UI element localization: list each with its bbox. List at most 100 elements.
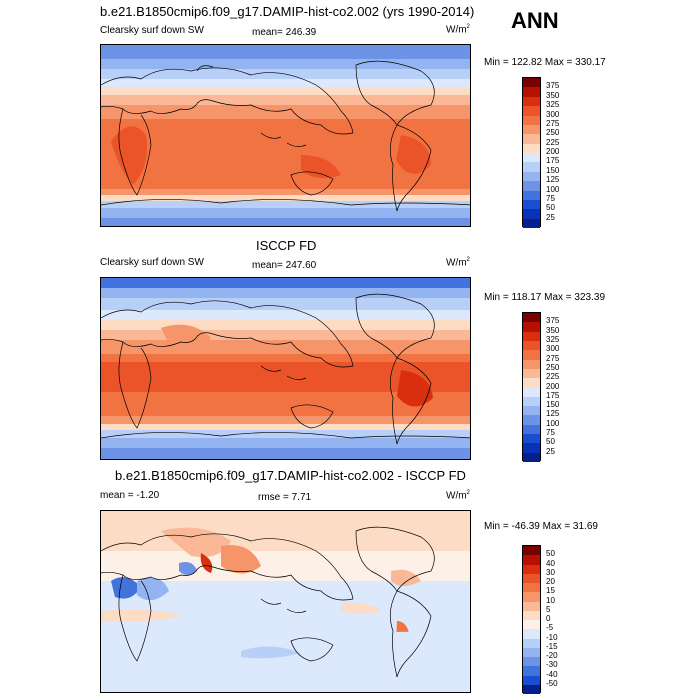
panel2-colorbar-tick-label: 375 <box>546 316 560 326</box>
panel2-colorbar-tick-label: 75 <box>546 428 555 438</box>
panel3-colorbar-tick-label: 40 <box>546 558 555 568</box>
panel2-colorbar-segment <box>523 313 540 323</box>
panel2-colorbar-tick-label: 150 <box>546 400 560 410</box>
panel2-units: W/m2 <box>446 257 470 269</box>
panel3-colorbar-segment <box>523 573 540 583</box>
panel2-colorbar-segment <box>523 331 540 341</box>
panel3-colorbar-segment <box>523 610 540 620</box>
panel1-mean: mean= 246.39 <box>252 27 317 38</box>
panel1-colorbar-segment <box>523 134 540 144</box>
panel2-colorbar-segment <box>523 350 540 360</box>
panel2-colorbar-tick-label: 225 <box>546 372 560 382</box>
panel3-units: W/m2 <box>446 490 470 502</box>
panel2-colorbar-segment <box>523 368 540 379</box>
panel3-colorbar-segment <box>523 592 540 602</box>
panel3-colorbar-segment <box>523 583 540 593</box>
panel3-colorbar-segment <box>523 629 540 639</box>
panel2-colorbar-segment <box>523 452 540 462</box>
panel2-colorbar-tick-label: 325 <box>546 334 560 344</box>
panel1-colorbar-segment <box>523 209 540 219</box>
panel2-mean: mean= 247.60 <box>252 260 317 271</box>
panel2-colorbar-tick-label: 50 <box>546 437 555 447</box>
panel1-colorbar-tick-label: 350 <box>546 90 560 100</box>
panel3-colorbar-tick-label: -10 <box>546 632 558 642</box>
panel1-colorbar-segment <box>523 162 540 172</box>
panel1-colorbar-tick-label: 100 <box>546 184 560 194</box>
panel1-units: W/m2 <box>446 24 470 36</box>
panel3-colorbar-tick-label: -30 <box>546 660 558 670</box>
panel3-colorbar-segment <box>523 657 540 667</box>
panel1-colorbar-segment <box>523 87 540 97</box>
panel3-colorbar-tick-label: 50 <box>546 549 555 559</box>
panel2-colorbar-tick-label: 300 <box>546 344 560 354</box>
panel1-colorbar-segment <box>523 96 540 107</box>
panel3-colorbar-tick-label: 15 <box>546 586 555 596</box>
panel3-title: b.e21.B1850cmip6.f09_g17.DAMIP-hist-co2.… <box>115 468 466 483</box>
panel2-colorbar-segment <box>523 322 540 332</box>
panel3-colorbar-segment <box>523 555 540 565</box>
panel1-colorbar-tick-label: 150 <box>546 165 560 175</box>
panel2-variable-label: Clearsky surf down SW <box>100 257 204 268</box>
panel1-colorbar-tick-label: 300 <box>546 109 560 119</box>
panel1-colorbar-tick-label: 325 <box>546 100 560 110</box>
panel3-colorbar-tick-label: 5 <box>546 604 551 614</box>
panel3-rmse: rmse = 7.71 <box>258 492 312 503</box>
panel1-colorbar-segment <box>523 171 540 182</box>
panel2-colorbar <box>522 312 541 462</box>
panel2-map <box>100 277 471 460</box>
panel3-colorbar-segment <box>523 666 540 676</box>
panel3-colorbar-segment <box>523 684 540 694</box>
panel1-colorbar-segment <box>523 153 540 163</box>
panel3-colorbar <box>522 545 541 694</box>
panel2-title: ISCCP FD <box>256 238 317 253</box>
panel3-colorbar-tick-label: 0 <box>546 614 551 623</box>
panel1-map <box>100 44 471 227</box>
panel3-colorbar-tick-label: -50 <box>546 678 558 688</box>
panel2-colorbar-segment <box>523 443 540 453</box>
panel1-colorbar-segment <box>523 143 540 153</box>
panel1-minmax: Min = 122.82 Max = 330.17 <box>484 57 606 68</box>
panel1-title: b.e21.B1850cmip6.f09_g17.DAMIP-hist-co2.… <box>100 4 475 19</box>
panel2-minmax: Min = 118.17 Max = 323.39 <box>484 292 606 303</box>
panel3-colorbar-tick-label: -40 <box>546 669 558 679</box>
panel3-mean: mean = -1.20 <box>100 490 160 501</box>
panel1-variable-label: Clearsky surf down SW <box>100 25 204 36</box>
panel2-colorbar-tick-label: 125 <box>546 409 560 419</box>
panel3-colorbar-segment <box>523 546 540 556</box>
panel2-colorbar-segment <box>523 415 540 425</box>
panel3-map <box>100 510 471 693</box>
panel3-colorbar-segment <box>523 564 540 574</box>
panel1-colorbar <box>522 77 541 228</box>
panel2-colorbar-segment <box>523 387 540 397</box>
panel1-colorbar-segment <box>523 124 540 135</box>
panel1-colorbar-segment <box>523 78 540 88</box>
panel1-colorbar-tick-label: 250 <box>546 128 560 138</box>
panel2-colorbar-segment <box>523 378 540 388</box>
panel3-minmax: Min = -46.39 Max = 31.69 <box>484 521 598 532</box>
panel1-colorbar-tick-label: 175 <box>546 156 560 166</box>
panel3-colorbar-segment <box>523 620 540 630</box>
panel2-colorbar-segment <box>523 406 540 416</box>
panel3-colorbar-tick-label: -15 <box>546 641 558 651</box>
panel2-colorbar-segment <box>523 359 540 369</box>
panel1-colorbar-tick-label: 225 <box>546 137 560 147</box>
panel1-colorbar-tick-label: 375 <box>546 81 560 91</box>
panel2-colorbar-tick-label: 25 <box>546 446 555 456</box>
panel3-colorbar-tick-label: 30 <box>546 567 555 577</box>
panel3-colorbar-tick-label: -5 <box>546 623 554 633</box>
panel1-colorbar-segment <box>523 199 540 210</box>
panel2-colorbar-segment <box>523 424 540 435</box>
panel3-colorbar-segment <box>523 675 540 685</box>
panel1-colorbar-tick-label: 275 <box>546 118 560 128</box>
panel1-colorbar-tick-label: 75 <box>546 193 555 203</box>
panel2-colorbar-segment <box>523 434 540 444</box>
panel2-colorbar-tick-label: 275 <box>546 353 560 363</box>
panel2-colorbar-segment <box>523 340 540 351</box>
panel3-colorbar-segment <box>523 601 540 611</box>
panel2-colorbar-tick-label: 100 <box>546 418 560 428</box>
panel1-colorbar-segment <box>523 115 540 125</box>
panel1-colorbar-tick-label: 25 <box>546 212 555 222</box>
panel2-colorbar-tick-label: 175 <box>546 390 560 400</box>
panel3-colorbar-tick-label: 20 <box>546 577 555 586</box>
panel2-colorbar-segment <box>523 396 540 407</box>
